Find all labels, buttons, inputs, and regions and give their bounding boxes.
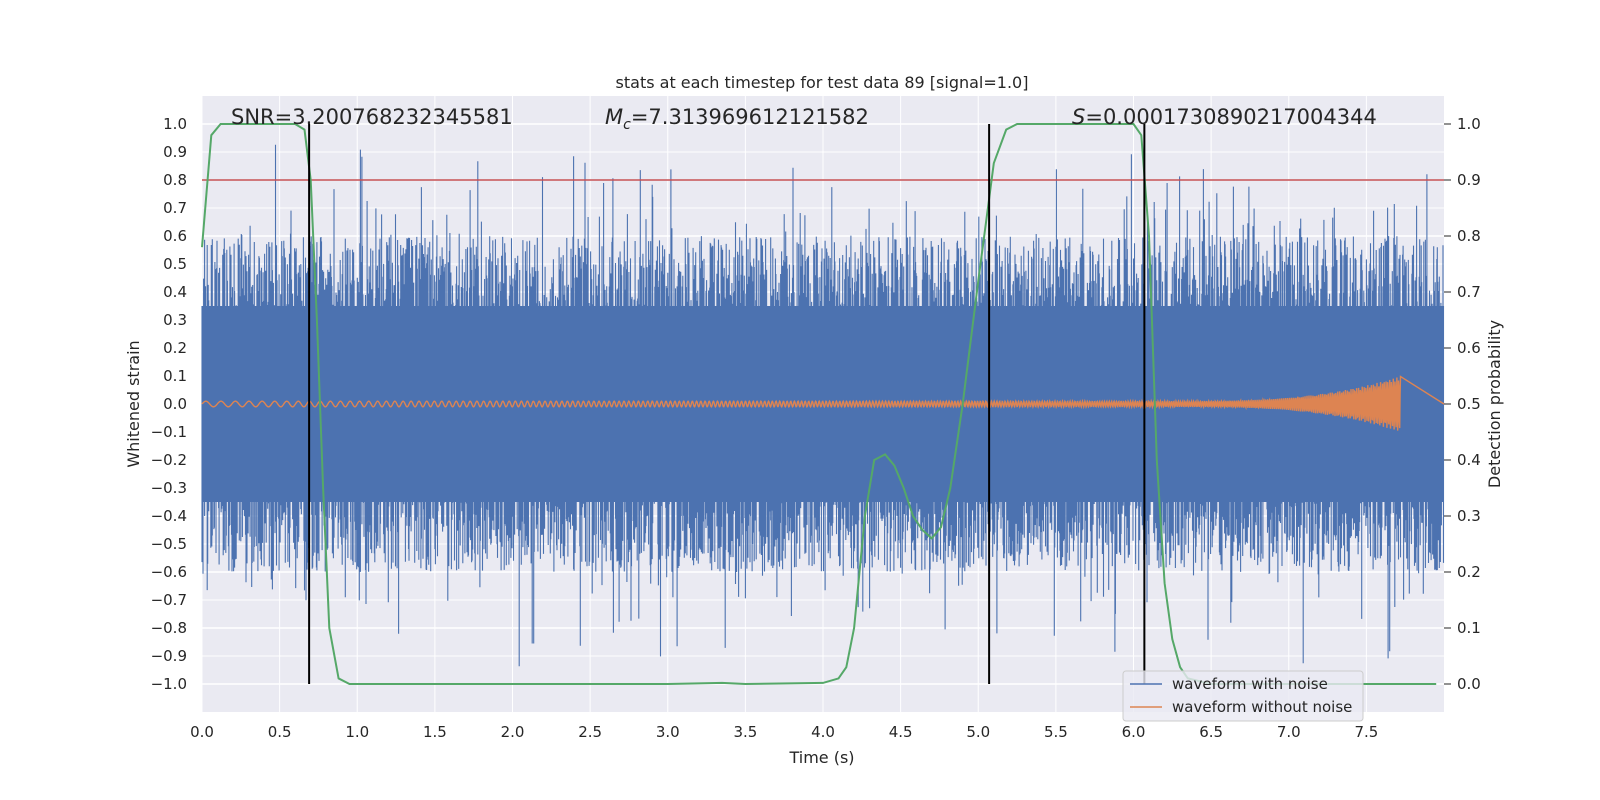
chirp-mass-value: =7.313969612121582	[631, 105, 869, 129]
y-tick-label: 0.0	[163, 395, 187, 413]
x-tick-label: 6.0	[1122, 723, 1146, 741]
y2-tick-label: 0.2	[1457, 563, 1481, 581]
y-tick-label: 0.1	[163, 367, 187, 385]
x-tick-label: 0.0	[190, 723, 214, 741]
y-tick-label: −0.8	[151, 619, 187, 637]
x-tick-label: 3.5	[733, 723, 757, 741]
y2-tick-label: 0.1	[1457, 619, 1481, 637]
x-tick-label: 1.0	[345, 723, 369, 741]
waveform-without-noise-series	[201, 375, 1445, 431]
x-tick-label: 6.5	[1199, 723, 1223, 741]
y2-tick-label: 0.7	[1457, 283, 1481, 301]
x-tick-labels: 0.0 0.5 1.0 1.5 2.0 2.5 3.0 3.5 4.0 4.5 5.0 5.5 6.0 6…	[190, 723, 1378, 741]
y-tick-label: −0.3	[151, 479, 187, 497]
y2-tick-label: 0.4	[1457, 451, 1481, 469]
y2-tick-labels: 1.0 0.9 0.8 0.7 0.6 0.5 0.4 0.3 0.2 0.1 0.0	[1444, 115, 1481, 693]
x-tick-label: 5.0	[966, 723, 990, 741]
y2-tick-label: 0.9	[1457, 171, 1481, 189]
y-tick-label: −0.7	[151, 591, 187, 609]
chirp-mass-subscript: c	[623, 117, 631, 133]
y2-tick-label: 0.3	[1457, 507, 1481, 525]
detection-markers	[308, 124, 1146, 684]
y-tick-label: 0.3	[163, 311, 187, 329]
s-annotation: S=0.0001730890217004344	[1072, 105, 1377, 129]
chirp-mass-symbol: M	[605, 105, 623, 129]
y-tick-label: −0.2	[151, 451, 187, 469]
y-tick-label: −0.6	[151, 563, 187, 581]
x-tick-label: 2.5	[578, 723, 602, 741]
chirp-mass-annotation: Mc=7.313969612121582	[605, 105, 869, 133]
y-tick-label: −0.5	[151, 535, 187, 553]
x-tick-label: 7.0	[1277, 723, 1301, 741]
y2-tick-label: 0.0	[1457, 675, 1481, 693]
s-value: =0.0001730890217004344	[1085, 105, 1377, 129]
y-tick-label: 0.5	[163, 255, 187, 273]
detection-probability-series	[201, 123, 1437, 686]
x-tick-label: 7.5	[1354, 723, 1378, 741]
y-tick-label: 1.0	[163, 115, 187, 133]
y-tick-label: 0.6	[163, 227, 187, 245]
legend: waveform with noise waveform without noi…	[1122, 670, 1364, 722]
y-tick-label: 0.4	[163, 283, 187, 301]
y-tick-label: −0.1	[151, 423, 187, 441]
y-tick-label: −0.4	[151, 507, 187, 525]
x-axis-label: Time (s)	[788, 748, 854, 767]
s-symbol: S	[1072, 105, 1085, 129]
x-tick-label: 2.0	[501, 723, 525, 741]
x-tick-label: 4.5	[889, 723, 913, 741]
y-tick-label: 0.8	[163, 171, 187, 189]
y2-tick-label: 0.6	[1457, 339, 1481, 357]
x-tick-label: 4.0	[811, 723, 835, 741]
y-tick-label: −1.0	[151, 675, 187, 693]
y-tick-label: 0.7	[163, 199, 187, 217]
waveform-without-noise-line	[201, 375, 1445, 431]
y2-tick-label: 1.0	[1457, 115, 1481, 133]
y2-axis-label: Detection probability	[1485, 320, 1504, 488]
x-tick-label: 5.5	[1044, 723, 1068, 741]
x-tick-label: 1.5	[423, 723, 447, 741]
legend-box	[1122, 670, 1364, 722]
snr-annotation: SNR=3.200768232345581	[231, 105, 513, 129]
legend-label-clean: waveform without noise	[1172, 698, 1352, 716]
detection-probability-line	[201, 123, 1437, 686]
y-tick-label: −0.9	[151, 647, 187, 665]
legend-label-noise: waveform with noise	[1172, 675, 1328, 693]
y2-tick-label: 0.5	[1457, 395, 1481, 413]
x-tick-label: 0.5	[268, 723, 292, 741]
x-tick-label: 3.0	[656, 723, 680, 741]
y-tick-label: 0.2	[163, 339, 187, 357]
chart-title: stats at each timestep for test data 89 …	[616, 73, 1029, 92]
y2-tick-label: 0.8	[1457, 227, 1481, 245]
y-tick-label: 0.9	[163, 143, 187, 161]
y-tick-labels: 1.0 0.9 0.8 0.7 0.6 0.5 0.4 0.3 0.2 0.1 0.0 −0.1 −0.…	[151, 115, 187, 693]
y-axis-label: Whitened strain	[124, 340, 143, 467]
